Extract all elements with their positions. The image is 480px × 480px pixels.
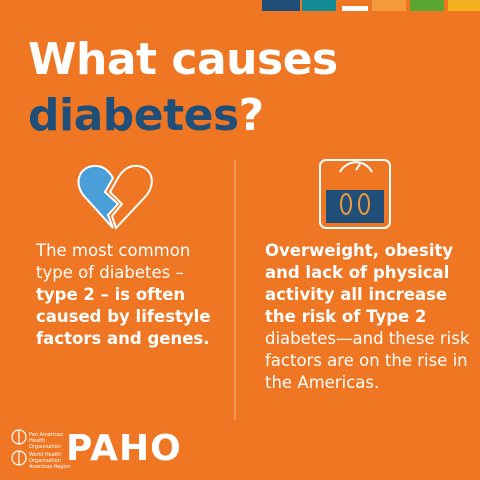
scale-icon: [319, 159, 391, 229]
color-bar: [302, 0, 336, 11]
color-bar: [448, 0, 480, 11]
title-line-1: What causes: [28, 34, 338, 85]
color-bar: [372, 0, 406, 11]
title-highlight: diabetes: [28, 90, 239, 141]
color-bar: [410, 0, 444, 11]
right-text-regular: diabetes—and these risk factors are on t…: [265, 329, 470, 392]
right-text: Overweight, obesity and lack of physical…: [265, 240, 470, 394]
right-text-bold: Overweight, obesity and lack of physical…: [265, 241, 454, 326]
org-emblems: [11, 429, 27, 466]
org-name-who: World Health Organization Americas Regio…: [29, 452, 71, 470]
org-name-paho: Pan American Health Organization: [29, 432, 64, 450]
color-bar: [342, 6, 368, 11]
left-text-bold: type 2 – is often caused by lifestyle fa…: [36, 285, 211, 348]
title-line-2: diabetes?: [28, 90, 264, 142]
title-mark: ?: [238, 90, 265, 141]
left-text-regular: The most common type of diabetes –: [36, 241, 191, 282]
paho-logo-text: PAHO: [66, 428, 182, 469]
left-text: The most common type of diabetes – type …: [36, 240, 226, 350]
color-bar: [262, 0, 300, 11]
heart-icon: [77, 164, 153, 230]
